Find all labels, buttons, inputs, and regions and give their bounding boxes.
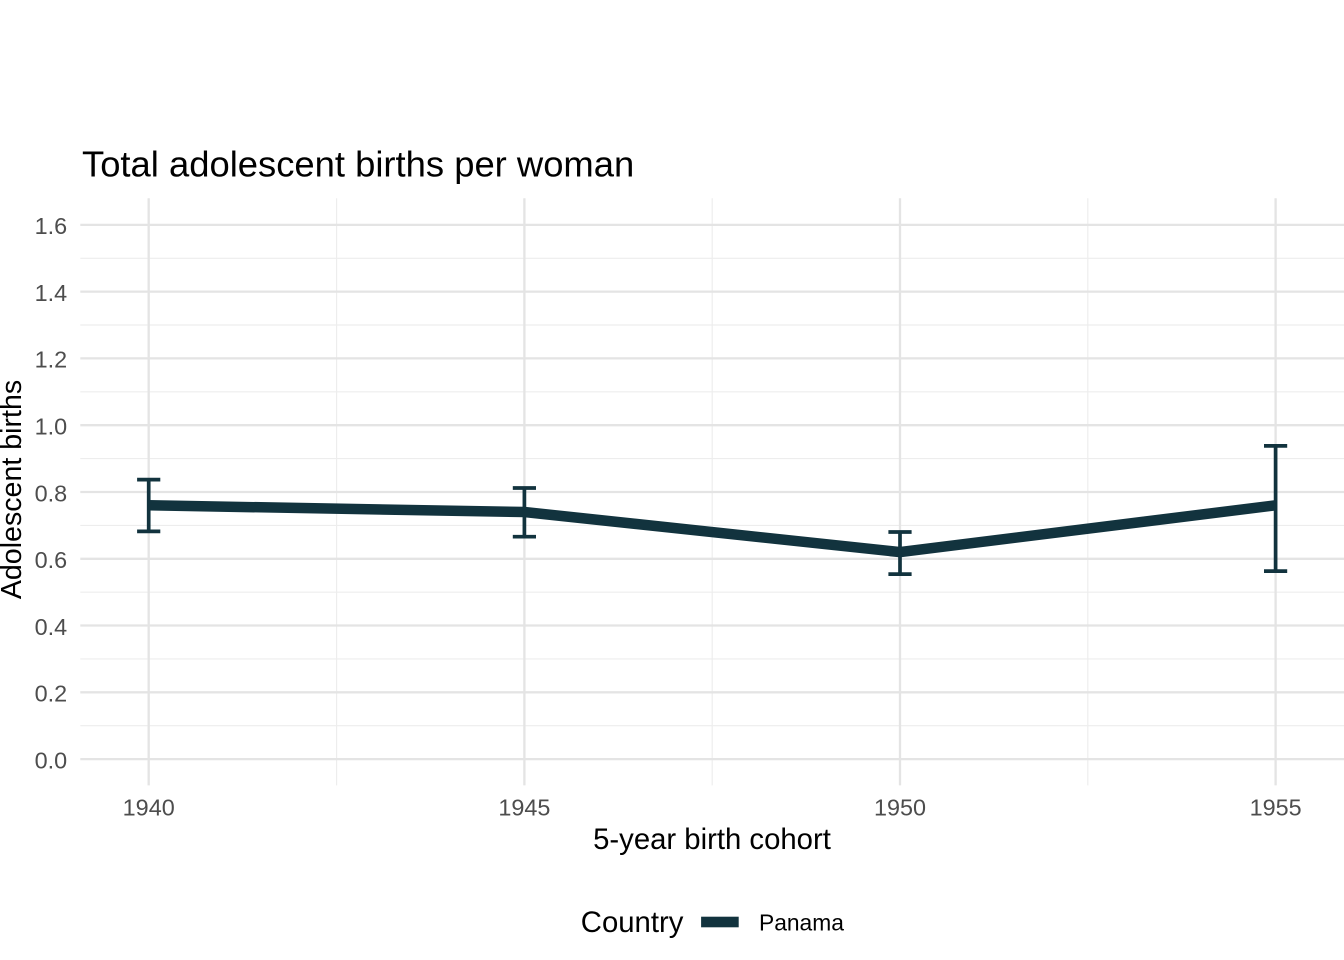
svg-text:1.2: 1.2	[35, 347, 68, 373]
svg-text:1.6: 1.6	[35, 213, 68, 239]
svg-text:Panama: Panama	[759, 910, 844, 936]
svg-text:5-year birth cohort: 5-year birth cohort	[593, 823, 831, 856]
svg-text:Total adolescent births per wo: Total adolescent births per woman	[82, 143, 634, 184]
svg-text:0.8: 0.8	[35, 480, 68, 506]
svg-text:0.6: 0.6	[35, 547, 68, 573]
svg-text:Country: Country	[581, 906, 684, 939]
svg-text:1955: 1955	[1250, 795, 1302, 821]
svg-text:1945: 1945	[498, 795, 550, 821]
svg-text:1940: 1940	[123, 795, 175, 821]
svg-text:1.0: 1.0	[35, 414, 68, 440]
svg-text:Adolescent births: Adolescent births	[0, 380, 28, 599]
svg-text:0.0: 0.0	[35, 747, 68, 773]
svg-text:1950: 1950	[874, 795, 926, 821]
svg-text:0.4: 0.4	[35, 614, 68, 640]
svg-text:1.4: 1.4	[35, 280, 68, 306]
svg-text:0.2: 0.2	[35, 681, 68, 707]
